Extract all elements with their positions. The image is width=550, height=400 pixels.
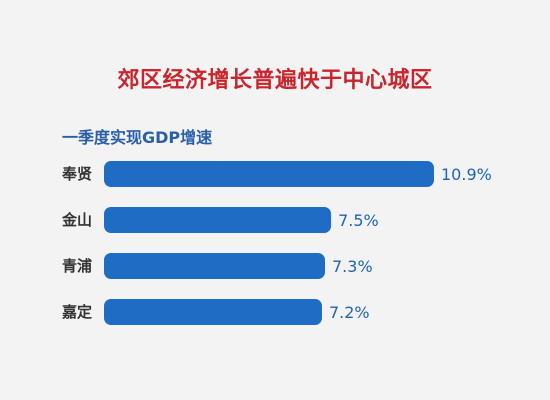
chart-title: 郊区经济增长普遍快于中心城区	[117, 68, 433, 93]
chart-subtitle: 一季度实现GDP增速	[62, 128, 213, 147]
value-label-0: 10.9%	[441, 165, 492, 184]
category-label-0: 奉贤	[61, 165, 92, 183]
value-label-1: 7.5%	[338, 211, 379, 230]
category-label-1: 金山	[61, 211, 92, 229]
bar-0	[104, 161, 434, 187]
bar-3	[104, 299, 322, 325]
value-label-2: 7.3%	[332, 257, 373, 276]
category-label-2: 青浦	[62, 257, 92, 275]
value-label-3: 7.2%	[329, 303, 370, 322]
bar-2	[104, 253, 326, 279]
bar-1	[104, 207, 332, 233]
category-label-3: 嘉定	[61, 303, 92, 321]
